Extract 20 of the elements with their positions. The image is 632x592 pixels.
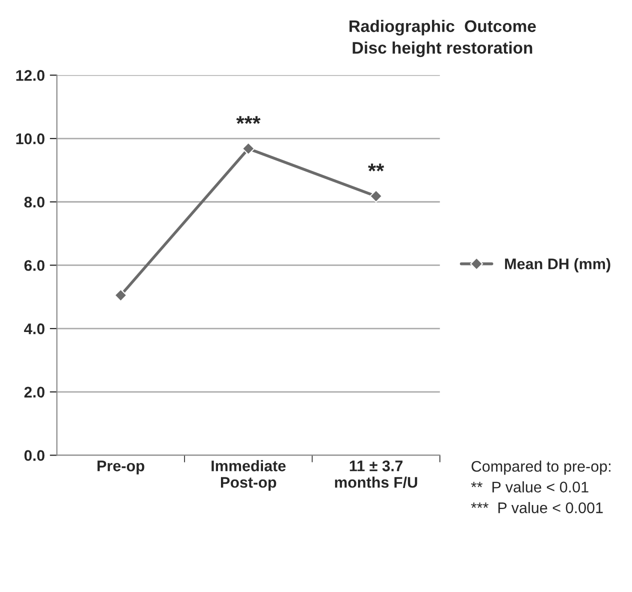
annotation: *** xyxy=(236,116,261,124)
y-tick-label: 12.0 xyxy=(16,70,44,81)
x-tick-label: 11 ± 3.7 months F/U xyxy=(335,460,418,488)
point xyxy=(242,142,255,156)
chart-title: Radiographic Outcome Disc height restoration xyxy=(350,20,536,58)
y-tick-label: 0.0 xyxy=(24,450,44,461)
y-tick-label: 4.0 xyxy=(24,323,44,334)
y-tick-label: 8.0 xyxy=(24,196,44,208)
annotation: ** xyxy=(368,164,384,172)
text: *** P value < 0.001 xyxy=(471,502,603,514)
y-tick-label: 10.0 xyxy=(16,133,44,144)
x-tick-label: Immediate Post-op xyxy=(212,460,286,491)
text: Compared to pre-op: xyxy=(472,460,610,475)
point xyxy=(370,190,382,203)
y-tick-label: 2.0 xyxy=(24,386,44,398)
point xyxy=(114,288,128,302)
y-tick-label: 6.0 xyxy=(24,260,44,271)
text: ** P value < 0.01 xyxy=(471,481,588,492)
legend-label: Mean DH (mm) xyxy=(505,258,610,272)
x-tick-label: Pre-op xyxy=(98,460,144,474)
